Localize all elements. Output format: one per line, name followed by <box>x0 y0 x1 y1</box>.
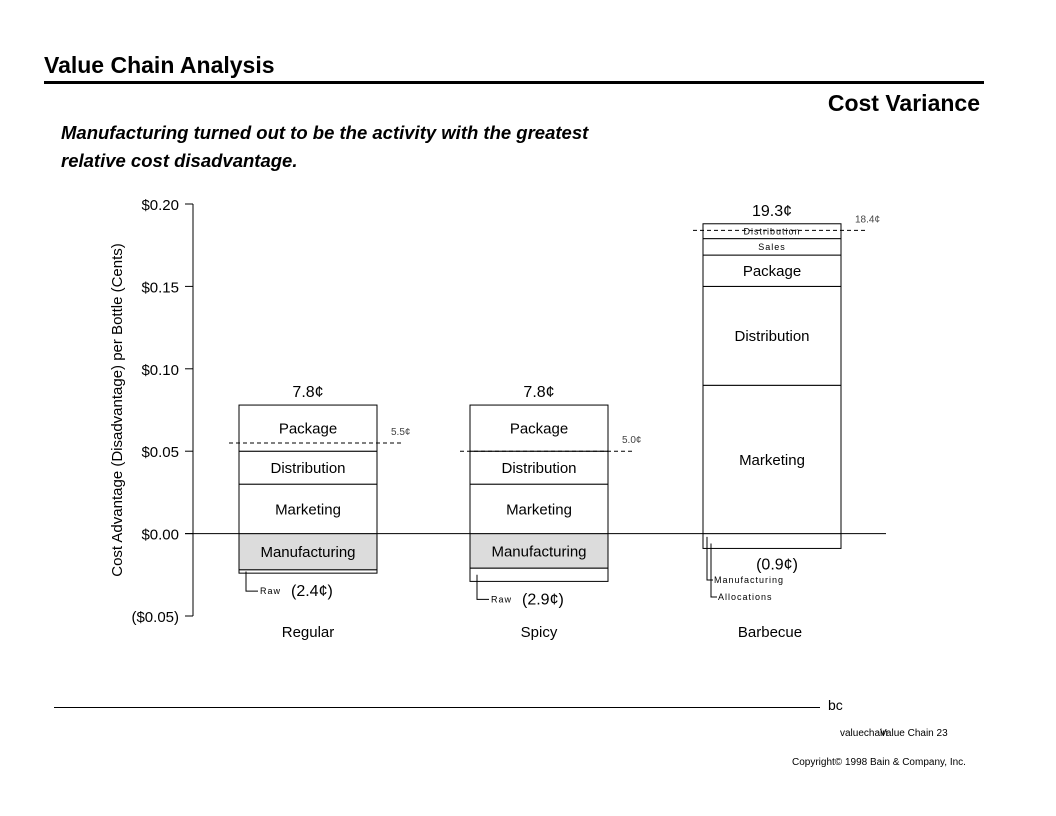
callout-label: Raw <box>260 586 281 596</box>
page-title: Value Chain Analysis <box>44 52 275 78</box>
segment-label: Marketing <box>275 501 341 518</box>
y-tick-label: $0.00 <box>141 527 179 544</box>
segment-label: Distribution <box>734 328 809 345</box>
negative-total-label: (0.9¢) <box>756 556 798 573</box>
title-rule <box>44 81 984 84</box>
bar-segment <box>702 223 842 240</box>
segment-label: Sales <box>758 242 786 252</box>
y-tick-label: $0.10 <box>141 362 179 379</box>
copyright: Copyright© 1998 Bain & Company, Inc. <box>792 757 966 768</box>
footer-file-name: valuechain <box>840 728 888 739</box>
segment-label: Package <box>510 421 568 438</box>
bar-segment <box>702 384 842 535</box>
bar-segment <box>469 483 609 535</box>
y-tick-label: ($0.05) <box>131 609 179 626</box>
y-tick-label: $0.15 <box>141 279 179 296</box>
segment-label: Distribution <box>501 460 576 477</box>
callout-label: Raw <box>491 594 512 604</box>
footer-page-label: Value Chain 23 <box>880 728 948 739</box>
segment-label: Marketing <box>739 452 805 469</box>
segment-label: Package <box>279 421 337 438</box>
bar-segment <box>702 285 842 386</box>
callout-label: Manufacturing <box>714 575 784 585</box>
net-value-label: 18.4¢ <box>855 214 880 225</box>
y-axis-label: Cost Advantage (Disadvantage) per Bottle… <box>109 243 126 577</box>
bar-segment <box>702 254 842 287</box>
bar-segment <box>469 533 609 569</box>
bar-segment <box>702 533 842 549</box>
bar-segment <box>238 569 378 574</box>
segment-label: Marketing <box>506 501 572 518</box>
bar-segment <box>469 404 609 452</box>
y-tick-label: $0.05 <box>141 444 179 461</box>
category-label: Regular <box>282 624 335 641</box>
category-label: Spicy <box>521 624 558 641</box>
bar-segment <box>238 404 378 452</box>
segment-label: Manufacturing <box>491 543 586 560</box>
bar-segment <box>469 450 609 485</box>
bar-segment <box>469 567 609 582</box>
segment-label: Distribution <box>743 226 800 236</box>
negative-total-label: (2.9¢) <box>522 591 564 608</box>
footer-rule <box>54 707 820 708</box>
negative-total-label: (2.4¢) <box>291 583 333 600</box>
bar-segment <box>238 483 378 535</box>
section-title: Cost Variance <box>827 90 980 116</box>
callout-label: Allocations <box>718 592 773 602</box>
positive-total-label: 19.3¢ <box>752 203 792 220</box>
callout-leader <box>710 543 717 598</box>
net-value-label: 5.0¢ <box>622 435 641 446</box>
net-value-label: 5.5¢ <box>391 427 410 438</box>
stacked-bar-chart: $0.20 $0.15 $0.10 $0.05 $0.00 ($0.05) Cost Adv… <box>109 197 886 641</box>
positive-total-label: 7.8¢ <box>292 384 323 401</box>
positive-total-label: 7.8¢ <box>523 384 554 401</box>
footer-logo: bc <box>828 697 843 713</box>
segment-label: Manufacturing <box>260 544 355 561</box>
y-tick-label: $0.20 <box>141 197 179 214</box>
callout-leader <box>245 571 258 592</box>
callout-leader <box>476 574 489 600</box>
headline: Manufacturing turned out to be the activ… <box>61 122 589 171</box>
category-label: Barbecue <box>738 624 802 641</box>
segment-label: Package <box>743 263 801 280</box>
segment-label: Distribution <box>270 460 345 477</box>
